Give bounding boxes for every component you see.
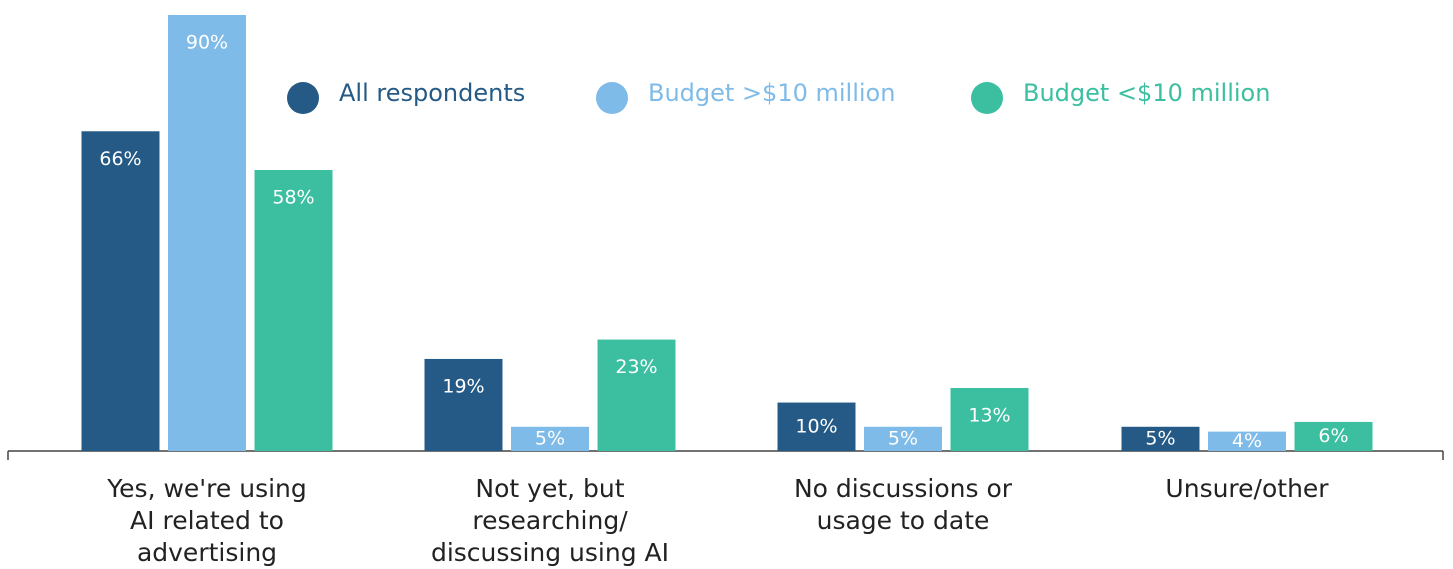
legend-label: Budget <$10 million	[1023, 79, 1270, 107]
legend-swatch	[596, 82, 628, 114]
x-tick-label: researching/	[472, 506, 628, 535]
bar	[511, 426, 589, 451]
bar	[1294, 421, 1373, 451]
bar	[777, 402, 856, 451]
bar	[254, 170, 333, 451]
x-tick-label: usage to date	[817, 506, 990, 535]
data-label: 6%	[1318, 425, 1348, 447]
legend-swatch	[287, 82, 319, 114]
x-axis	[7, 450, 1444, 460]
x-tick-label: No discussions or	[794, 474, 1013, 503]
data-label: 10%	[795, 415, 837, 437]
legend-label: Budget >$10 million	[648, 79, 895, 107]
x-tick-label: advertising	[137, 538, 277, 567]
bar	[81, 131, 160, 451]
data-label: 66%	[99, 148, 141, 170]
bar	[424, 358, 503, 451]
data-label: 23%	[615, 356, 657, 378]
bar	[1121, 426, 1200, 451]
bar	[1208, 431, 1286, 451]
x-tick-label: Unsure/other	[1165, 474, 1329, 503]
x-tick-label: Yes, we're using	[106, 474, 307, 503]
data-label: 90%	[186, 32, 228, 54]
data-label: 5%	[888, 427, 918, 449]
x-tick-label: Not yet, but	[475, 474, 624, 503]
bar	[950, 388, 1029, 451]
bar	[864, 426, 942, 451]
data-label: 58%	[272, 187, 314, 209]
legend-label: All respondents	[339, 79, 525, 107]
bar	[597, 339, 676, 451]
data-label: 4%	[1232, 430, 1262, 452]
data-label: 5%	[535, 427, 565, 449]
data-label: 19%	[442, 375, 484, 397]
data-label: 5%	[1145, 427, 1175, 449]
data-label: 13%	[968, 405, 1010, 427]
x-tick-label: AI related to	[130, 506, 284, 535]
legend-swatch	[971, 82, 1003, 114]
bar	[168, 15, 246, 451]
x-tick-label: discussing using AI	[431, 538, 669, 567]
